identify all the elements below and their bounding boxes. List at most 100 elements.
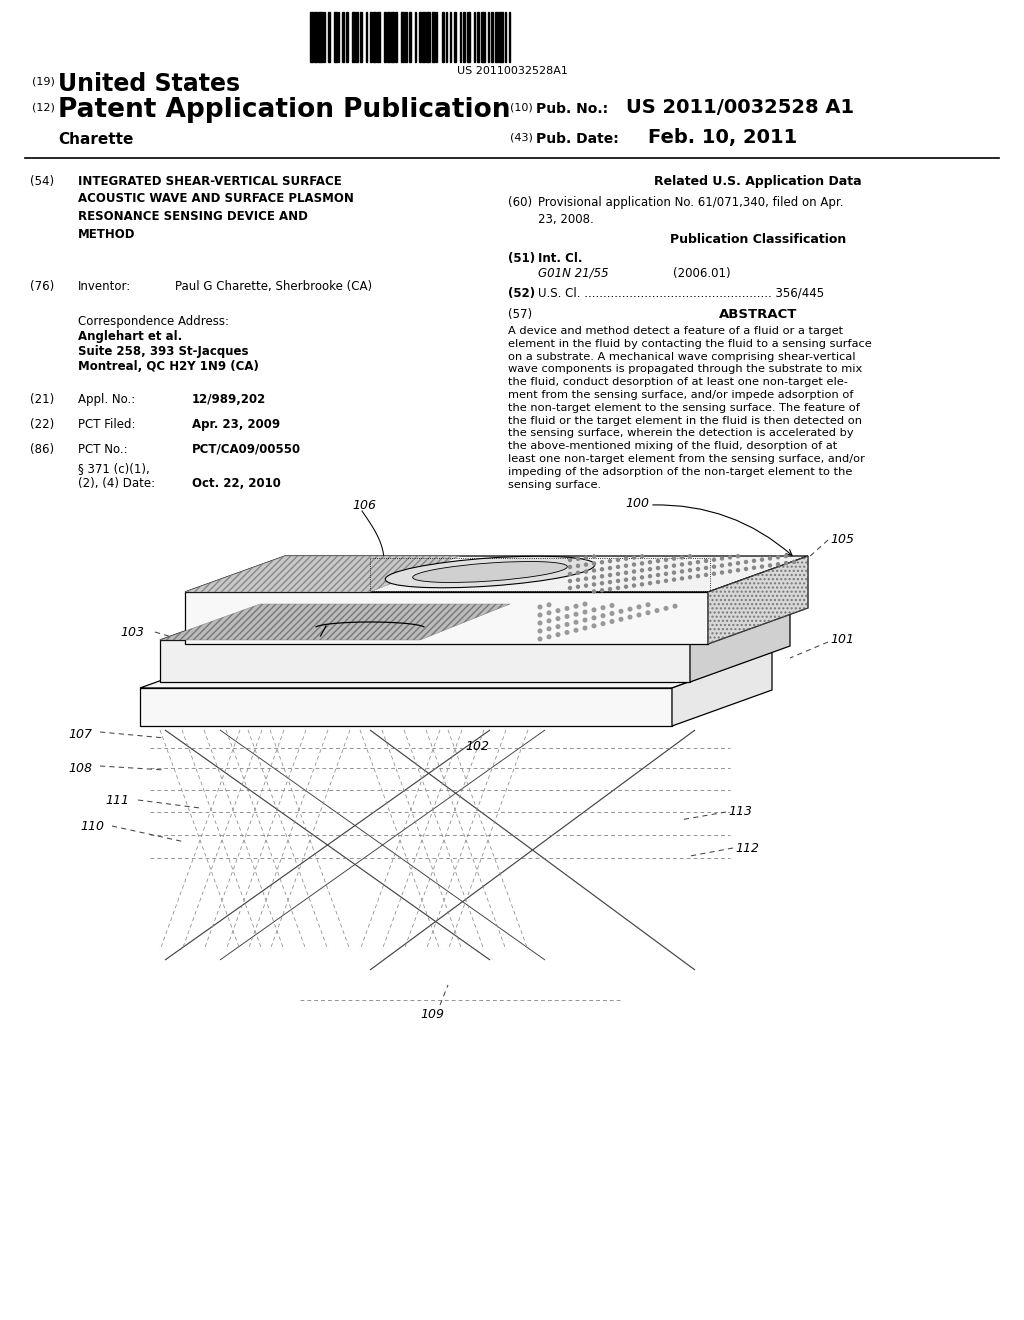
- Circle shape: [547, 611, 551, 615]
- Circle shape: [713, 558, 716, 561]
- Text: (22): (22): [30, 418, 54, 432]
- Circle shape: [625, 585, 628, 589]
- Circle shape: [713, 565, 716, 568]
- Polygon shape: [160, 640, 690, 682]
- Circle shape: [616, 558, 620, 561]
- Ellipse shape: [413, 561, 567, 582]
- Circle shape: [721, 564, 724, 568]
- Circle shape: [600, 574, 603, 578]
- Circle shape: [633, 577, 636, 579]
- Circle shape: [556, 632, 560, 636]
- Circle shape: [736, 569, 739, 572]
- Text: (86): (86): [30, 444, 54, 455]
- Text: (52): (52): [508, 286, 536, 300]
- Bar: [410, 12, 411, 62]
- Circle shape: [656, 581, 659, 583]
- Bar: [419, 12, 421, 62]
- Circle shape: [673, 564, 676, 568]
- Bar: [460, 12, 461, 62]
- Ellipse shape: [385, 556, 595, 587]
- Circle shape: [568, 579, 571, 582]
- Bar: [334, 12, 337, 62]
- Bar: [401, 12, 403, 62]
- Circle shape: [608, 587, 611, 590]
- Polygon shape: [140, 652, 772, 688]
- Circle shape: [584, 618, 587, 622]
- Circle shape: [577, 565, 580, 568]
- Circle shape: [585, 577, 588, 579]
- Circle shape: [648, 568, 651, 570]
- Polygon shape: [160, 605, 510, 640]
- Circle shape: [656, 573, 659, 577]
- Circle shape: [628, 607, 632, 611]
- Circle shape: [688, 562, 691, 565]
- Text: 111: 111: [105, 795, 129, 807]
- Text: § 371 (c)(1),: § 371 (c)(1),: [78, 462, 150, 475]
- Circle shape: [633, 570, 636, 573]
- Circle shape: [577, 585, 580, 589]
- Circle shape: [637, 612, 641, 616]
- Circle shape: [565, 615, 568, 618]
- Text: 103: 103: [120, 626, 144, 639]
- Text: (43): (43): [510, 132, 532, 143]
- Text: 112: 112: [735, 842, 759, 855]
- Text: Apr. 23, 2009: Apr. 23, 2009: [193, 418, 281, 432]
- Bar: [360, 12, 361, 62]
- Circle shape: [728, 562, 731, 566]
- Text: 104: 104: [756, 586, 780, 599]
- Circle shape: [556, 624, 560, 628]
- Polygon shape: [672, 652, 772, 726]
- Bar: [422, 12, 425, 62]
- Text: (76): (76): [30, 280, 54, 293]
- Bar: [490, 12, 494, 62]
- Circle shape: [600, 568, 603, 570]
- Circle shape: [640, 562, 643, 565]
- Text: (19): (19): [32, 77, 55, 86]
- Circle shape: [592, 624, 596, 628]
- Text: (2006.01): (2006.01): [673, 267, 731, 280]
- Circle shape: [728, 556, 731, 558]
- Circle shape: [625, 578, 628, 581]
- Text: (21): (21): [30, 393, 54, 407]
- Text: PCT No.:: PCT No.:: [78, 444, 128, 455]
- Bar: [338, 12, 339, 62]
- Text: (2), (4) Date:: (2), (4) Date:: [78, 477, 155, 490]
- Text: 102: 102: [465, 741, 489, 752]
- Bar: [495, 12, 498, 62]
- Circle shape: [616, 565, 620, 569]
- Text: Charette: Charette: [58, 132, 133, 147]
- Bar: [509, 12, 510, 62]
- Circle shape: [656, 566, 659, 569]
- Circle shape: [673, 572, 676, 574]
- Text: Pub. Date:: Pub. Date:: [536, 132, 618, 147]
- Text: Montreal, QC H2Y 1N9 (CA): Montreal, QC H2Y 1N9 (CA): [78, 360, 259, 374]
- Circle shape: [592, 609, 596, 611]
- Circle shape: [646, 603, 650, 606]
- Circle shape: [584, 626, 587, 630]
- Text: Appl. No.:: Appl. No.:: [78, 393, 135, 407]
- Circle shape: [577, 557, 580, 560]
- Circle shape: [568, 586, 571, 590]
- Circle shape: [696, 568, 699, 570]
- Text: 106: 106: [352, 499, 376, 512]
- Circle shape: [565, 631, 568, 634]
- Bar: [499, 12, 503, 62]
- Circle shape: [688, 569, 691, 572]
- Circle shape: [681, 577, 683, 579]
- Bar: [342, 12, 344, 62]
- Circle shape: [565, 607, 568, 610]
- Circle shape: [681, 562, 683, 566]
- Circle shape: [633, 583, 636, 587]
- Circle shape: [574, 605, 578, 609]
- Circle shape: [728, 570, 731, 573]
- Text: Oct. 22, 2010: Oct. 22, 2010: [193, 477, 281, 490]
- Bar: [487, 12, 489, 62]
- Circle shape: [625, 572, 628, 574]
- Bar: [314, 12, 317, 62]
- Text: Inventor:: Inventor:: [78, 280, 131, 293]
- Circle shape: [600, 561, 603, 564]
- Text: Pub. No.:: Pub. No.:: [536, 102, 608, 116]
- Circle shape: [640, 554, 643, 558]
- Circle shape: [656, 560, 659, 562]
- Text: 107: 107: [68, 729, 92, 741]
